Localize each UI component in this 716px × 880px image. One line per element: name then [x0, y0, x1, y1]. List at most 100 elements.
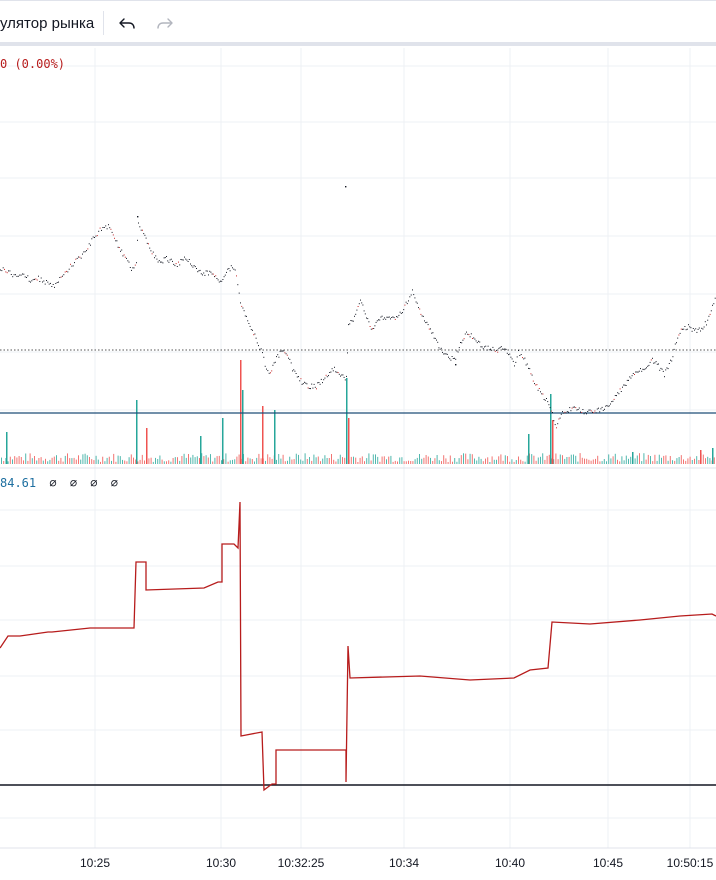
- price-dot: [566, 411, 568, 413]
- price-dot: [32, 279, 34, 281]
- price-dot: [111, 231, 113, 233]
- volume-bar: [366, 458, 368, 464]
- price-dot: [306, 383, 308, 385]
- price-dot: [522, 357, 523, 359]
- volume-bar: [663, 455, 665, 464]
- volume-bar: [170, 461, 172, 464]
- price-dot: [209, 270, 211, 272]
- volume-bar: [419, 454, 420, 464]
- volume-bar: [586, 458, 588, 464]
- volume-bar: [113, 453, 115, 464]
- price-dot: [294, 370, 296, 372]
- price-dot: [60, 276, 62, 278]
- price-dot: [206, 270, 208, 272]
- price-dot: [600, 408, 602, 410]
- volume-bar: [3, 461, 5, 464]
- price-dot: [55, 283, 57, 284]
- price-dot: [205, 270, 207, 272]
- volume-bar: [328, 458, 330, 464]
- price-dot: [385, 318, 387, 320]
- price-dot: [348, 324, 349, 326]
- volume-bar: [434, 458, 436, 464]
- price-dot: [452, 358, 454, 359]
- price-dot: [243, 310, 245, 312]
- volume-bar: [350, 456, 352, 464]
- price-dot: [223, 276, 225, 278]
- price-dot: [292, 370, 293, 372]
- volume-bar: [454, 458, 456, 464]
- volume-bar: [227, 461, 229, 464]
- price-dot: [548, 404, 550, 406]
- price-dot: [367, 318, 369, 320]
- volume-bar: [485, 458, 486, 464]
- price-dot: [274, 361, 276, 363]
- price-dot: [78, 256, 79, 258]
- time-tick-label: 10:32:25: [278, 856, 325, 870]
- price-dot: [432, 332, 434, 334]
- price-dot: [105, 225, 107, 227]
- volume-bar: [698, 460, 700, 464]
- price-dot: [109, 227, 111, 229]
- volume-bar: [654, 454, 656, 464]
- price-dot: [523, 358, 525, 360]
- price-dot: [202, 274, 203, 276]
- price-dot: [152, 251, 154, 253]
- price-dot: [127, 260, 129, 262]
- volume-bar: [405, 461, 407, 464]
- volume-bar: [47, 461, 49, 464]
- volume-bar: [324, 455, 326, 464]
- price-dot: [418, 307, 419, 309]
- price-dot: [67, 271, 69, 273]
- price-dot: [437, 341, 439, 343]
- volume-bar: [471, 454, 473, 464]
- price-dot: [387, 316, 389, 318]
- redo-icon: [157, 18, 173, 29]
- price-dot: [17, 275, 19, 277]
- price-dot: [163, 257, 165, 259]
- price-dot: [497, 351, 499, 353]
- price-dot: [481, 346, 483, 348]
- price-dot: [534, 383, 535, 385]
- volume-bar: [207, 457, 209, 464]
- price-dot: [587, 411, 589, 412]
- market-replay-label[interactable]: улятор рынка: [0, 15, 95, 32]
- volume-bar: [287, 460, 288, 464]
- volume-bar: [229, 460, 231, 464]
- volume-bar: [456, 461, 458, 464]
- volume-bar: [636, 455, 638, 464]
- price-dot: [4, 268, 5, 270]
- volume-bar: [9, 456, 11, 464]
- price-dot: [500, 346, 502, 348]
- price-dot: [263, 356, 265, 358]
- price-dot: [317, 382, 319, 384]
- volume-bar: [78, 455, 79, 464]
- redo-button[interactable]: [152, 11, 178, 37]
- price-dot: [192, 266, 194, 268]
- price-dot: [649, 361, 651, 363]
- price-dot: [250, 329, 252, 331]
- price-dot: [94, 237, 95, 238]
- price-dot: [525, 364, 527, 366]
- volume-bar: [306, 459, 308, 464]
- volume-bar: [108, 456, 110, 464]
- price-dot: [535, 384, 537, 386]
- price-dot: [233, 268, 235, 270]
- price-dot: [644, 368, 646, 370]
- price-dot: [368, 321, 370, 323]
- time-axis[interactable]: 10:25 10:30 10:32:25 10:34 10:40 10:45 10:50:1…: [80, 856, 714, 870]
- volume-bar: [597, 455, 599, 464]
- undo-button[interactable]: [114, 11, 140, 37]
- price-dot: [431, 332, 433, 334]
- volume-bar: [265, 460, 266, 464]
- volume-bar: [126, 461, 128, 464]
- price-dot: [509, 353, 511, 355]
- price-dot: [54, 286, 55, 288]
- price-dot: [316, 388, 317, 390]
- volume-bar: [573, 454, 574, 464]
- price-dot: [59, 277, 61, 278]
- price-dot: [508, 354, 509, 356]
- volume-bar: [669, 456, 671, 464]
- price-dot: [218, 281, 220, 283]
- price-dot: [15, 274, 16, 276]
